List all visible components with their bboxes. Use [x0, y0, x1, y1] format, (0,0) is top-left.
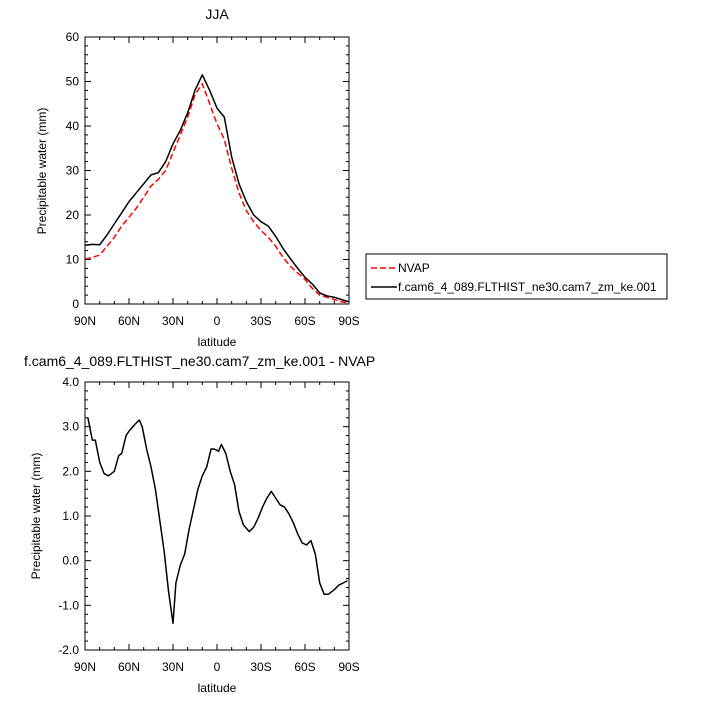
- bottom-chart-y-tick-label: 2.0: [62, 464, 79, 478]
- top-chart-x-tick-label: 60N: [118, 314, 140, 328]
- top-chart-x-tick-label: 30S: [250, 314, 271, 328]
- bottom-chart-x-tick-label: 60S: [294, 660, 315, 674]
- bottom-chart-x-ticks: 90N 60N 30N 0 30S 60S 90S: [74, 382, 360, 674]
- bottom-chart-series: [87, 417, 348, 624]
- top-chart-y-tick-label: 30: [66, 164, 80, 178]
- top-chart-frame: [84, 36, 350, 305]
- bottom-chart-title: f.cam6_4_089.FLTHIST_ne30.cam7_zm_ke.001…: [24, 353, 375, 369]
- bottom-chart-y-axis-label: Precipitable water (mm): [29, 453, 43, 580]
- bottom-chart-frame: [84, 381, 350, 651]
- top-chart-y-axis-label: Precipitable water (mm): [35, 108, 49, 235]
- bottom-chart: f.cam6_4_089.FLTHIST_ne30.cam7_zm_ke.001…: [24, 353, 375, 695]
- top-chart: JJA Precipitable water (mm) latitude 0 10…: [35, 6, 360, 349]
- bottom-chart-y-tick-label: 4.0: [62, 375, 79, 389]
- top-chart-series: [84, 74, 350, 304]
- top-chart-series-line-0: [84, 82, 350, 304]
- bottom-chart-series-line-0: [87, 417, 348, 624]
- top-chart-x-tick-label: 30N: [162, 314, 184, 328]
- top-chart-x-tick-label: 0: [214, 314, 221, 328]
- top-chart-x-tick-label: 90N: [74, 314, 96, 328]
- bottom-chart-y-tick-label: 3.0: [62, 420, 79, 434]
- top-chart-series-line-1: [84, 74, 350, 303]
- bottom-chart-y-tick-label: -1.0: [58, 598, 79, 612]
- top-chart-y-tick-label: 50: [66, 75, 80, 89]
- legend-label-model: f.cam6_4_089.FLTHIST_ne30.cam7_zm_ke.001: [398, 280, 657, 294]
- top-chart-y-tick-label: 60: [66, 30, 80, 44]
- top-chart-x-axis-label: latitude: [198, 335, 237, 349]
- legend-label-nvap: NVAP: [398, 261, 430, 275]
- top-chart-y-tick-label: 10: [66, 253, 80, 267]
- bottom-chart-y-tick-label: 0.0: [62, 554, 79, 568]
- bottom-chart-x-axis-label: latitude: [198, 681, 237, 695]
- top-chart-y-tick-label: 20: [66, 208, 80, 222]
- bottom-chart-x-tick-label: 90S: [338, 660, 359, 674]
- top-chart-y-ticks: 0 10 20 30 40 50 60: [66, 30, 349, 311]
- bottom-chart-x-tick-label: 0: [214, 660, 221, 674]
- legend-box: [365, 253, 668, 300]
- bottom-chart-y-tick-label: -2.0: [58, 643, 79, 657]
- top-chart-y-tick-label: 0: [72, 297, 79, 311]
- top-chart-y-tick-label: 40: [66, 119, 80, 133]
- top-chart-x-ticks: 90N 60N 30N 0 30S 60S 90S: [74, 37, 360, 328]
- bottom-chart-x-tick-label: 90N: [74, 660, 96, 674]
- top-chart-title: JJA: [205, 6, 229, 22]
- bottom-chart-y-tick-label: 1.0: [62, 509, 79, 523]
- top-chart-x-tick-label: 60S: [294, 314, 315, 328]
- bottom-chart-x-tick-label: 60N: [118, 660, 140, 674]
- bottom-chart-x-tick-label: 30S: [250, 660, 271, 674]
- legend: NVAP f.cam6_4_089.FLTHIST_ne30.cam7_zm_k…: [365, 253, 668, 300]
- bottom-chart-x-tick-label: 30N: [162, 660, 184, 674]
- top-chart-x-tick-label: 90S: [338, 314, 359, 328]
- bottom-chart-y-ticks: -2.0 -1.0 0.0 1.0 2.0 3.0 4.0: [58, 375, 349, 657]
